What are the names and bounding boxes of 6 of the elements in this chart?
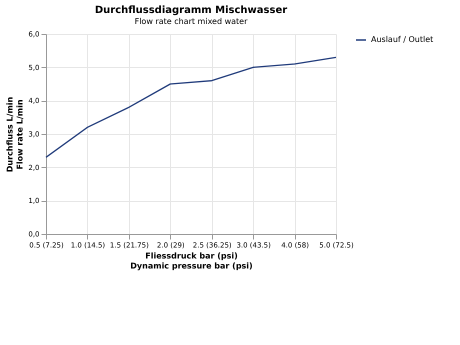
legend-label: Auslauf / Outlet — [371, 35, 434, 44]
chart-title: Durchflussdiagramm Mischwasser — [94, 5, 288, 16]
chart-subtitle: Flow rate chart mixed water — [134, 17, 248, 26]
line-series — [45, 56, 337, 158]
y-axis-title: Durchfluss L/min Flow rate L/min — [5, 96, 24, 172]
x-axis-title: Fliessdruck bar (psi) Dynamic pressure bar (psi) — [130, 252, 253, 270]
